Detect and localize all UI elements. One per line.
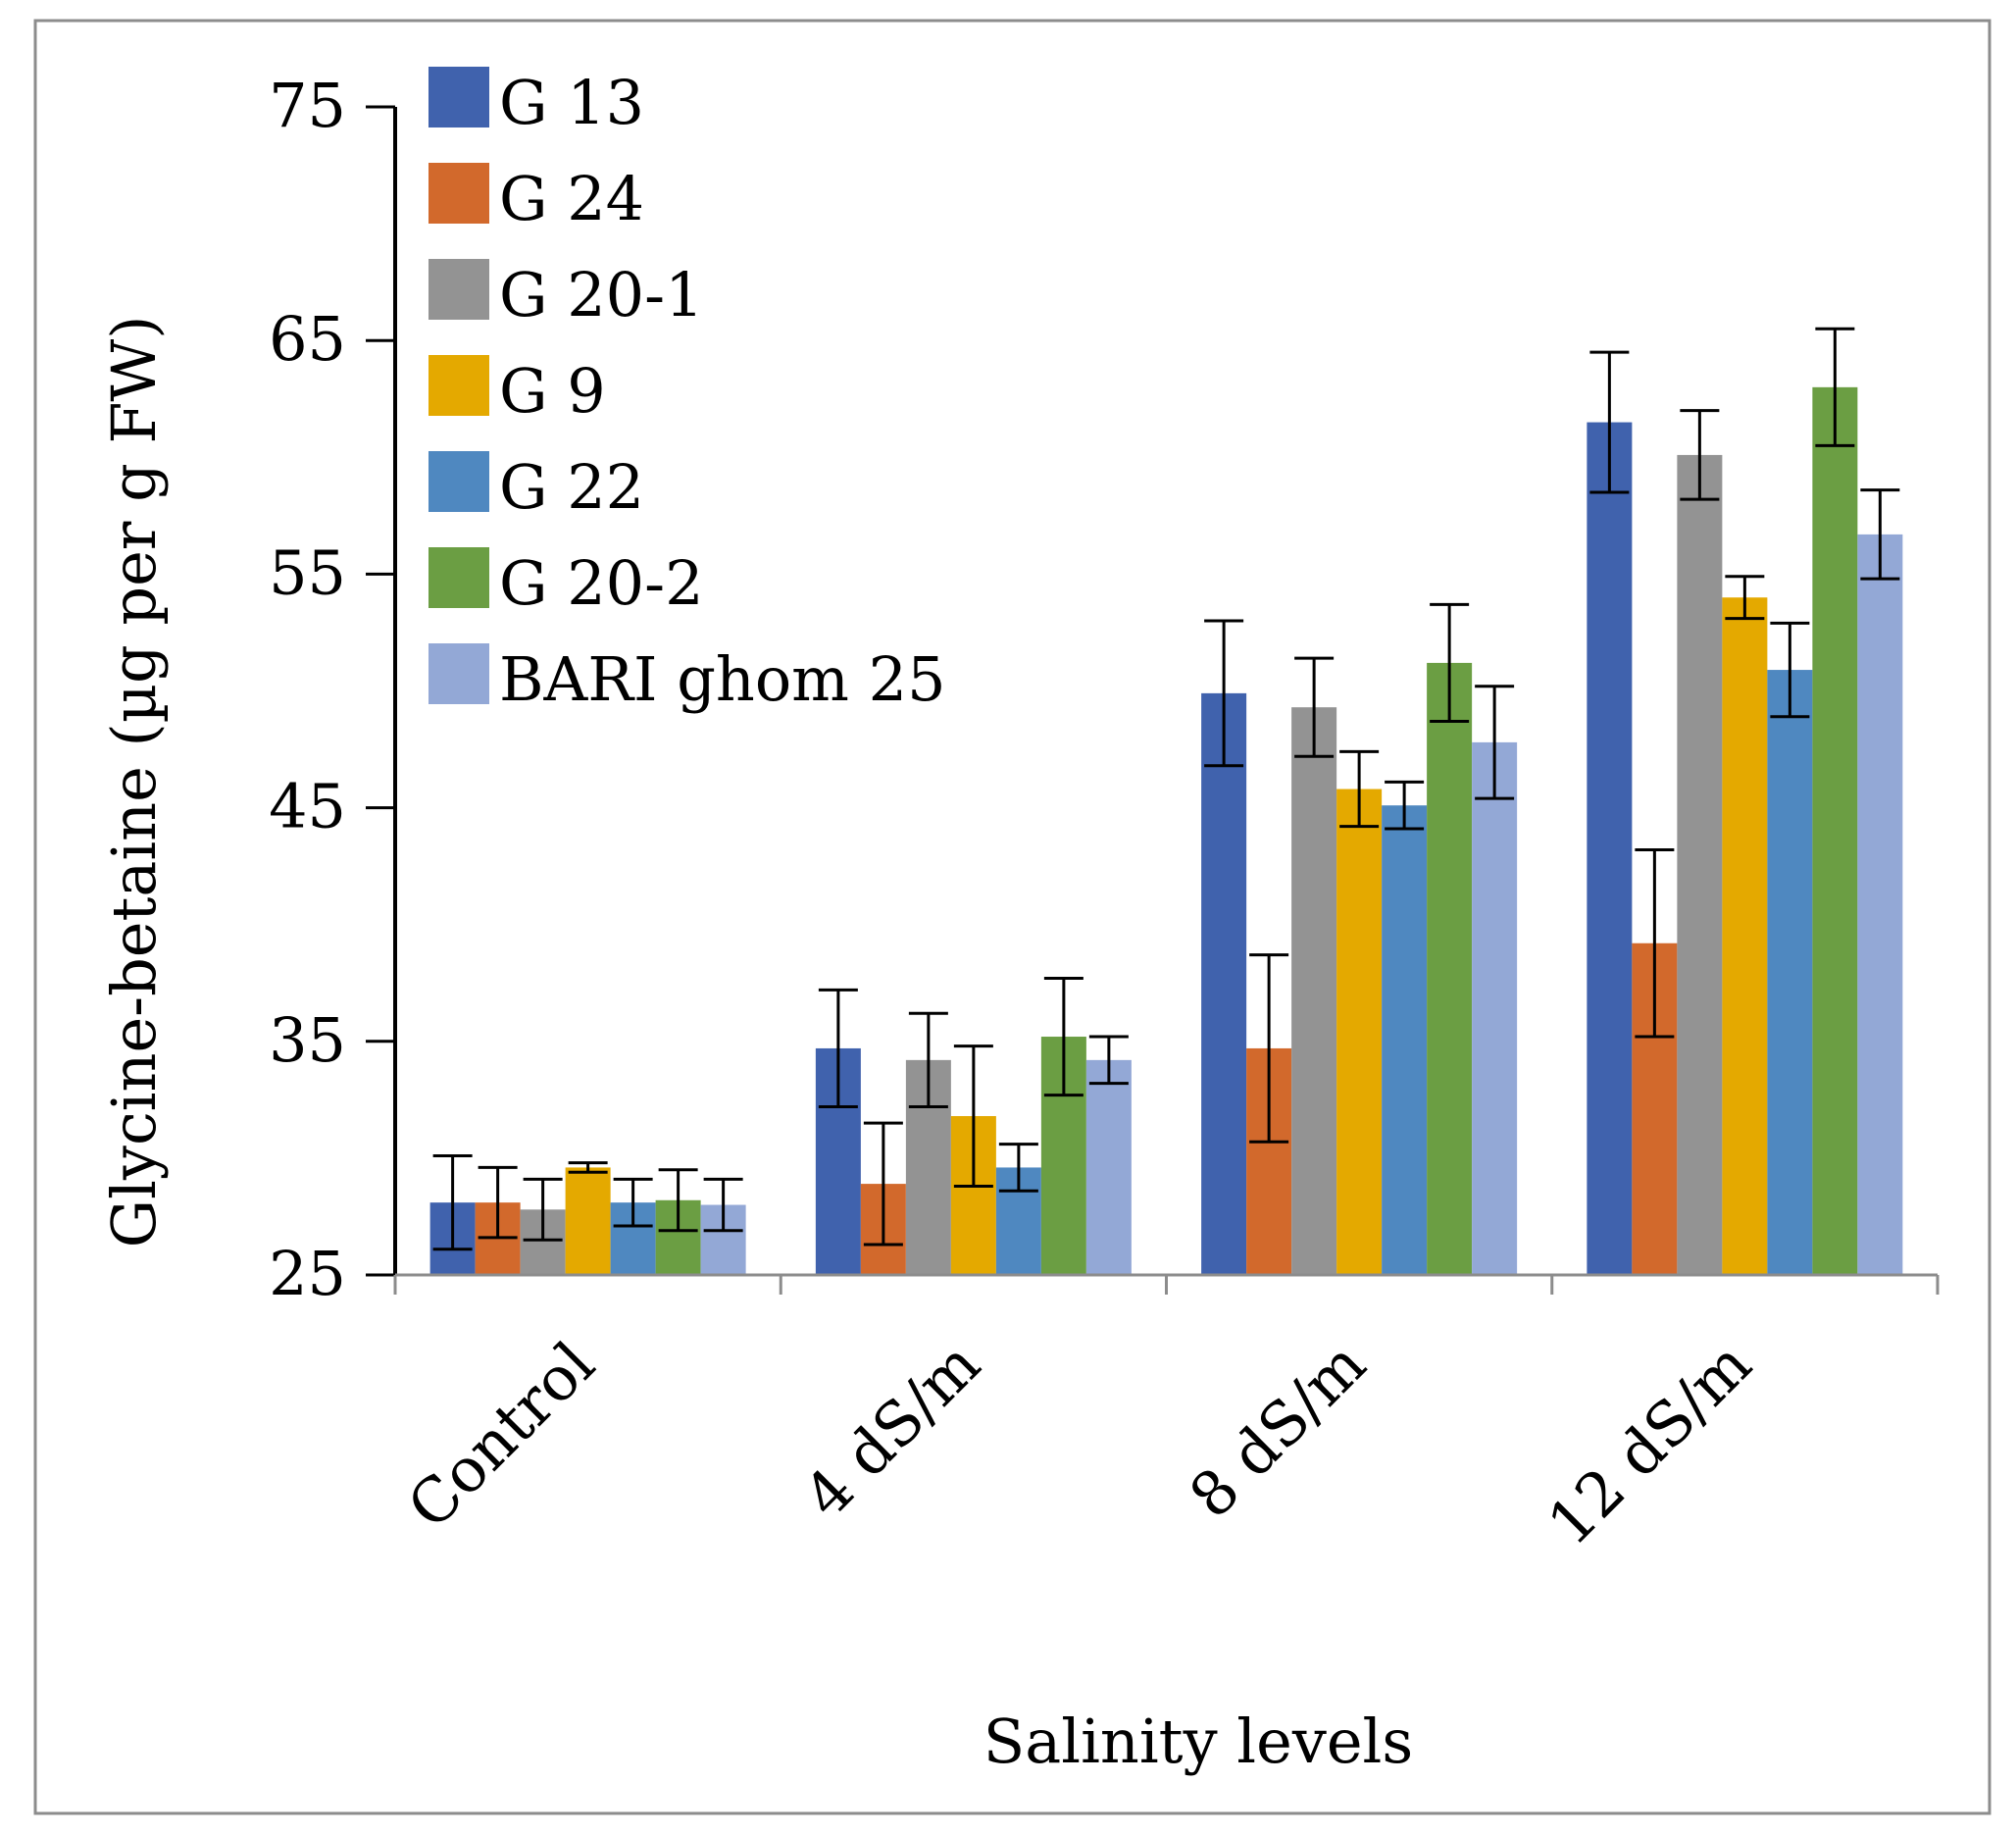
bar [1382, 805, 1428, 1275]
legend-swatch [428, 451, 489, 512]
bar [565, 1167, 611, 1275]
legend-label: G 22 [499, 451, 644, 523]
legend-label: G 20-1 [499, 259, 704, 331]
legend-swatch [428, 643, 489, 704]
y-tick-label: 55 [269, 536, 346, 608]
chart-frame [33, 19, 1991, 1815]
bar [1722, 597, 1768, 1275]
legend-swatch [428, 355, 489, 416]
legend-swatch [428, 67, 489, 127]
bars-layer [429, 386, 1903, 1276]
legend-swatch [428, 259, 489, 320]
bar [1201, 692, 1247, 1275]
legend-label: G 24 [499, 163, 644, 234]
legend-label: G 20-2 [499, 547, 704, 619]
bar [1472, 741, 1518, 1275]
x-category-label: Control [393, 1328, 608, 1543]
legend: G 13 G 24 G 20-1 G 9 G 22 G 20-2 BARI ghom 25 [428, 67, 946, 715]
legend-label: BARI ghom 25 [499, 643, 946, 715]
bar [1857, 534, 1903, 1275]
x-category-label: 12 dS/m [1534, 1328, 1765, 1559]
legend-label: G 13 [499, 67, 644, 138]
y-tick-label: 35 [269, 1004, 346, 1076]
bar [1767, 670, 1813, 1275]
bar [1587, 422, 1633, 1275]
y-tick-label: 65 [269, 303, 346, 375]
y-axis-title: Glycine-betaine (µg per g FW) [98, 316, 170, 1248]
y-tick-label: 75 [269, 70, 346, 141]
y-tick-label: 45 [269, 771, 346, 842]
bar [1085, 1059, 1132, 1275]
bar [1291, 707, 1337, 1275]
legend-label: G 9 [499, 355, 606, 427]
bar [1677, 454, 1723, 1276]
bar [1812, 386, 1858, 1276]
legend-swatch [428, 547, 489, 608]
y-tick-label: 25 [269, 1238, 346, 1309]
x-category-label: 8 dS/m [1176, 1328, 1380, 1532]
x-axis-title: Salinity levels [983, 1706, 1413, 1777]
x-category-label: 4 dS/m [790, 1328, 994, 1532]
error-bars-layer [432, 327, 1900, 1251]
bar [1427, 662, 1473, 1275]
legend-swatch [428, 163, 489, 224]
bar [1336, 789, 1383, 1275]
